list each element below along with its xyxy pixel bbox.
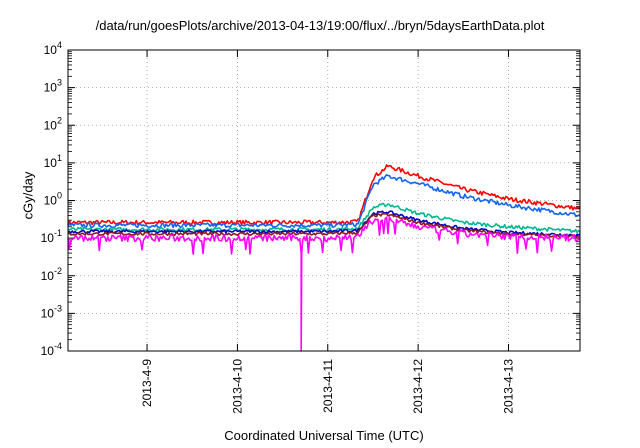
series-line [67, 212, 581, 239]
x-tick-label: 2013-4-10 [230, 359, 244, 414]
y-tick-exponent: -3 [54, 303, 62, 313]
y-tick-exponent: -2 [54, 266, 62, 276]
y-tick-exponent: 1 [57, 153, 62, 163]
series-line [67, 216, 581, 352]
y-tick-label: 10-4 [41, 341, 62, 358]
y-tick-exponent: 2 [57, 115, 62, 125]
x-tick-label: 2013-4-9 [140, 359, 154, 407]
y-tick-exponent: -1 [54, 228, 62, 238]
y-tick-base: 10 [44, 43, 58, 57]
y-tick-base: 10 [44, 156, 58, 170]
y-tick-label: 10-1 [41, 228, 62, 245]
y-axis-label: cGy/day [20, 171, 36, 220]
y-tick-label: 10-3 [41, 303, 62, 320]
y-tick-base: 10 [44, 81, 58, 95]
y-tick-base: 10 [44, 194, 58, 208]
y-tick-label: 10-2 [41, 266, 62, 283]
y-tick-label: 102 [44, 115, 62, 132]
x-axis-label: Coordinated Universal Time (UTC) [224, 428, 424, 443]
y-tick-label: 101 [44, 153, 62, 170]
plot-frame [67, 49, 581, 352]
x-tick-label: 2013-4-11 [321, 359, 335, 413]
y-tick-base: 10 [44, 118, 58, 132]
y-tick-exponent: 4 [57, 40, 62, 50]
x-tick-label: 2013-4-12 [411, 359, 425, 414]
series-line [67, 174, 581, 229]
y-tick-base: 10 [41, 231, 55, 245]
y-tick-exponent: 0 [57, 191, 62, 201]
chart-title: /data/run/goesPlots/archive/2013-04-13/1… [95, 18, 545, 33]
y-tick-base: 10 [41, 306, 55, 320]
series-line [67, 202, 581, 234]
y-tick-base: 10 [41, 269, 55, 283]
y-tick-label: 103 [44, 78, 62, 95]
y-tick-exponent: 3 [57, 78, 62, 88]
y-tick-label: 104 [44, 40, 62, 57]
y-tick-exponent: -4 [54, 341, 62, 351]
x-tick-label: 2013-4-13 [501, 359, 515, 414]
y-tick-base: 10 [41, 344, 55, 358]
series-line [67, 164, 581, 226]
y-tick-label: 100 [44, 191, 62, 208]
